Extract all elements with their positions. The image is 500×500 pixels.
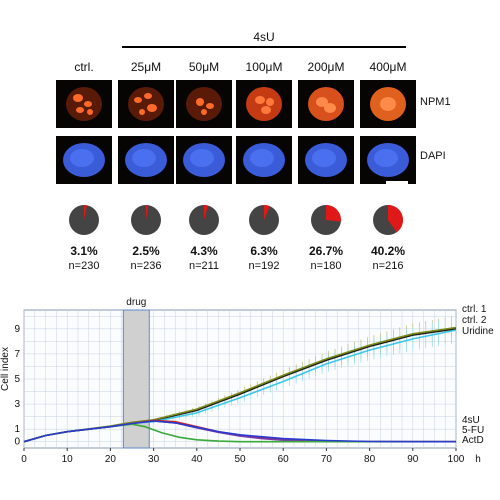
legend-entry: ctrl. 2	[462, 315, 487, 326]
percentage-label: 40.2%	[370, 244, 406, 258]
dapi-image	[176, 136, 232, 184]
y-tick-label: 5	[14, 374, 20, 385]
y-tick-label: 3	[14, 399, 20, 410]
pie-slice	[204, 205, 208, 220]
percentage-label: 2.5%	[132, 244, 160, 258]
legend-entry: ActD	[462, 435, 484, 446]
condition-header: 25μM	[130, 60, 162, 74]
dapi-image	[360, 136, 416, 184]
x-tick-label: 50	[234, 454, 246, 465]
condition-header: 400μM	[369, 60, 407, 74]
npm1-image	[298, 80, 354, 128]
x-tick-label: 20	[105, 454, 117, 465]
fraction-pie	[249, 205, 279, 235]
fraction-pie	[373, 205, 404, 235]
y-tick-label: 9	[14, 324, 20, 335]
pie-slice	[264, 205, 270, 220]
y-tick-label: 1	[14, 424, 20, 435]
condition-header: 50μM	[188, 60, 220, 74]
x-tick-label: 30	[148, 454, 160, 465]
pie-slice	[84, 204, 87, 220]
dapi-image	[56, 136, 112, 184]
count-label: n=236	[130, 260, 162, 272]
percentage-label: 3.1%	[70, 244, 98, 258]
dapi-image	[118, 136, 174, 184]
x-tick-label: 70	[321, 454, 333, 465]
percentage-label: 4.3%	[190, 244, 218, 258]
y-tick-label: 7	[14, 349, 20, 360]
dapi-image	[236, 136, 292, 184]
percentage-label: 26.7%	[308, 244, 344, 258]
legend-entry: 5-FU	[462, 425, 484, 436]
count-label: n=180	[310, 260, 342, 272]
y-axis-label: Cell index	[0, 347, 11, 391]
npm1-image	[118, 80, 174, 128]
x-axis-label: h	[475, 454, 481, 465]
pie-slice	[326, 205, 341, 222]
x-tick-label: 100	[448, 454, 465, 465]
series-line	[23, 420, 456, 443]
count-label: n=230	[68, 260, 100, 272]
fraction-pie	[311, 205, 341, 235]
count-label: n=211	[188, 260, 220, 272]
condition-header: 100μM	[245, 60, 283, 74]
treatment-label: 4sU	[253, 30, 275, 44]
drug-label: drug	[126, 297, 146, 308]
count-label: n=216	[372, 260, 404, 272]
dapi-image	[298, 136, 354, 184]
fraction-pie	[189, 205, 219, 235]
legend-entry: 4sU	[462, 415, 480, 426]
npm1-image	[176, 80, 232, 128]
x-tick-label: 60	[278, 454, 290, 465]
scale-bar	[386, 181, 408, 185]
legend-entry: Uridine	[462, 326, 494, 337]
x-tick-label: 90	[407, 454, 419, 465]
x-tick-label: 80	[364, 454, 376, 465]
cell-index-chart: drug 0 10 20 30 40 50 60 70 80 90 100 h 0 1 3 5 7 9 Cell in…	[0, 297, 494, 465]
condition-header: ctrl.	[74, 60, 94, 74]
npm1-image	[360, 80, 416, 128]
x-tick-label: 40	[191, 454, 203, 465]
x-tick-label: 0	[21, 454, 27, 465]
x-tick-label: 10	[62, 454, 74, 465]
pie-slice	[388, 205, 404, 233]
fraction-pie	[69, 204, 99, 235]
condition-header: 200μM	[307, 60, 345, 74]
legend-entry: ctrl. 1	[462, 304, 487, 315]
percentage-label: 6.3%	[250, 244, 278, 258]
npm1-image	[56, 80, 112, 128]
stain-label-npm1: NPM1	[420, 96, 451, 108]
fraction-pie	[131, 204, 161, 235]
npm1-image	[236, 80, 292, 128]
stain-label-dapi: DAPI	[420, 150, 446, 162]
pie-slice	[146, 204, 149, 220]
count-label: n=192	[248, 260, 280, 272]
treatment-bracket	[122, 46, 406, 48]
y-tick-label: 0	[14, 437, 20, 448]
